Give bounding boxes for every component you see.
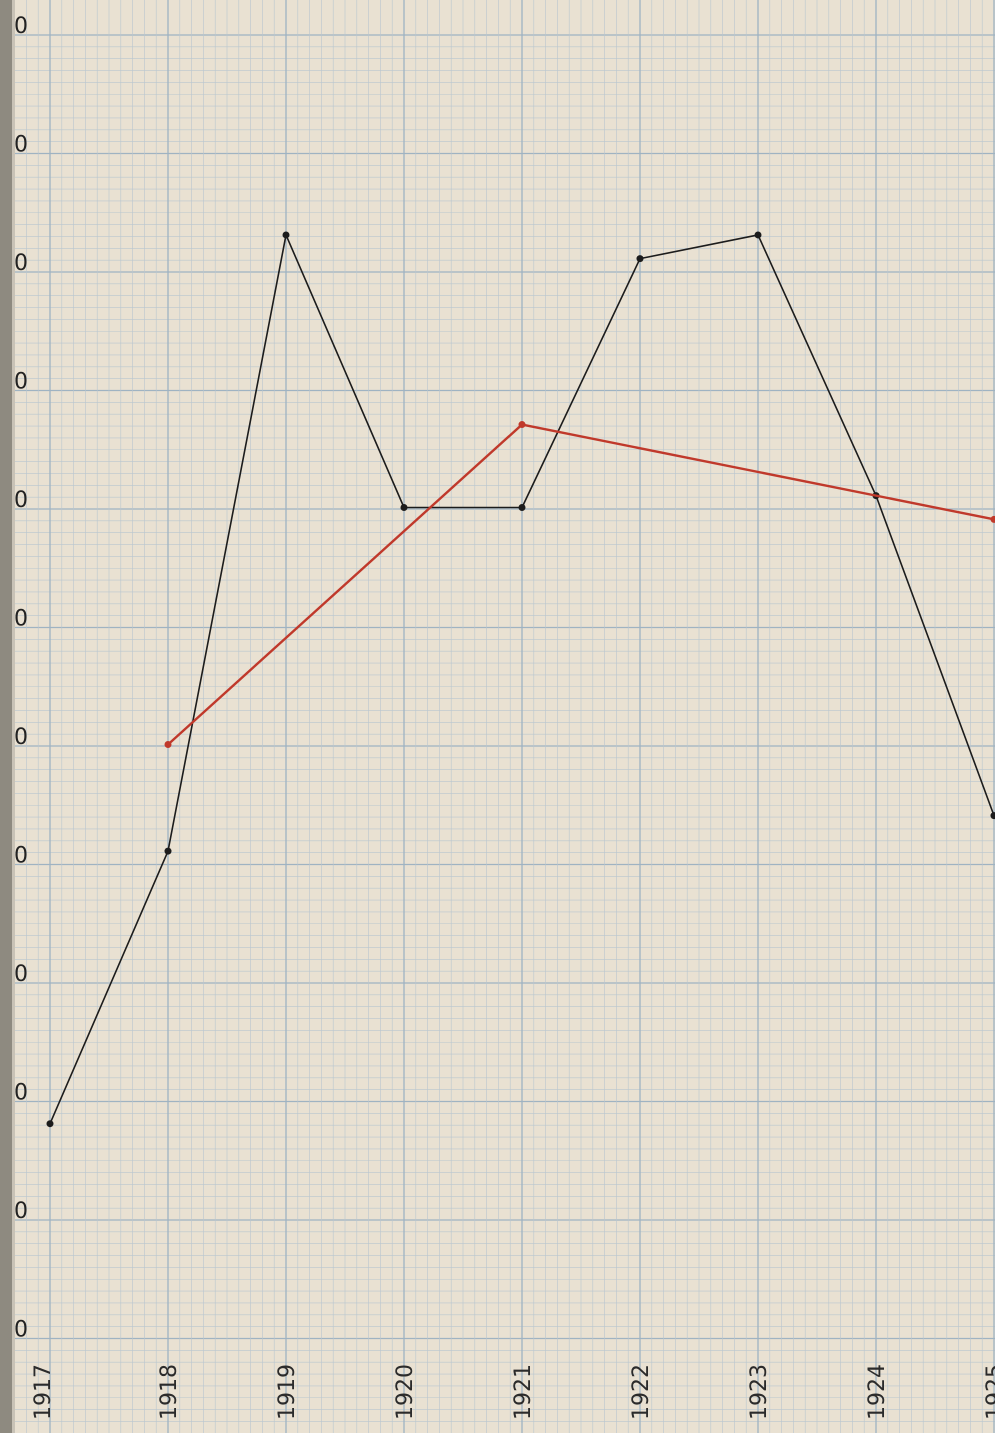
binding-strip	[0, 0, 12, 1433]
x-tick-label: 1919	[275, 1364, 300, 1420]
y-tick-label: 0	[14, 251, 28, 276]
y-tick-label: 0	[14, 133, 28, 158]
y-axis-ticks: 0 0 0 0 0 0 0 0 0 0 0 0	[14, 14, 28, 1343]
y-tick-label: 0	[14, 488, 28, 513]
data-point	[990, 515, 995, 523]
x-tick-label: 1917	[31, 1364, 56, 1420]
data-point	[754, 231, 762, 239]
data-point	[164, 741, 172, 748]
data-point	[400, 504, 408, 511]
x-tick-label: 1925	[983, 1364, 995, 1420]
x-tick-label: 1920	[393, 1364, 418, 1420]
y-tick-label: 0	[14, 1081, 28, 1106]
y-tick-label: 0	[14, 1199, 28, 1224]
x-tick-label: 1924	[865, 1364, 890, 1420]
data-point	[164, 847, 172, 855]
y-tick-label: 0	[14, 370, 28, 395]
data-point	[282, 231, 290, 239]
y-tick-label: 0	[14, 607, 28, 632]
y-tick-label: 0	[14, 14, 28, 39]
series-group	[46, 231, 995, 1128]
data-point	[46, 1120, 54, 1128]
binding-edge	[12, 0, 15, 1433]
x-tick-label: 1923	[747, 1364, 772, 1420]
data-point	[990, 812, 995, 820]
x-tick-label: 1921	[511, 1364, 536, 1420]
data-point	[636, 255, 644, 263]
x-tick-label: 1918	[157, 1364, 182, 1420]
x-axis-ticks: 1917 1918 1919 1920 1921 1922 1923 1924 1925	[31, 1364, 995, 1420]
y-tick-label: 0	[14, 1318, 28, 1343]
grid	[15, 0, 995, 1433]
data-point	[518, 504, 526, 511]
y-tick-label: 0	[14, 725, 28, 750]
y-tick-label: 0	[14, 844, 28, 869]
data-point	[518, 421, 526, 429]
x-tick-label: 1922	[629, 1364, 654, 1420]
y-tick-label: 0	[14, 962, 28, 987]
